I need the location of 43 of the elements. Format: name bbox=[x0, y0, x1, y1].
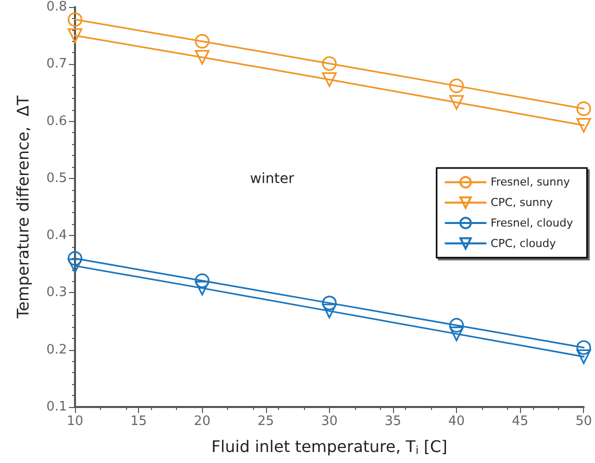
x-tick-label: 20 bbox=[194, 414, 210, 429]
x-tick-label: 45 bbox=[512, 414, 528, 429]
y-tick-label: 0.3 bbox=[46, 285, 67, 300]
legend-label: CPC, cloudy bbox=[490, 236, 556, 250]
x-tick-label: 10 bbox=[66, 414, 84, 429]
point bbox=[449, 326, 464, 342]
y-tick-label: 0.4 bbox=[46, 228, 67, 244]
point bbox=[194, 34, 210, 49]
y-tick-label: 0.7 bbox=[46, 56, 67, 72]
point bbox=[576, 340, 592, 355]
y-tick-label: 0.8 bbox=[46, 0, 67, 14]
point bbox=[322, 56, 337, 71]
x-tick-label: 25 bbox=[258, 414, 274, 429]
y-tick-label: 0.5 bbox=[46, 170, 67, 186]
point bbox=[68, 251, 82, 266]
point bbox=[449, 78, 464, 94]
point bbox=[322, 72, 337, 87]
point bbox=[576, 118, 592, 133]
point bbox=[68, 28, 82, 43]
x-tick-label: 15 bbox=[130, 414, 147, 429]
y-tick-label: 0.1 bbox=[46, 400, 67, 414]
annotation: winter bbox=[250, 171, 294, 187]
y-tick-label: 0.6 bbox=[46, 114, 67, 129]
point bbox=[194, 273, 210, 288]
point bbox=[576, 349, 592, 364]
x-tick-label: 35 bbox=[384, 414, 402, 429]
y-tick-label: 0.2 bbox=[46, 342, 67, 358]
legend-label: Fresnel, sunny bbox=[490, 176, 570, 189]
legend-label: CPC, sunny bbox=[490, 196, 554, 210]
point bbox=[194, 50, 210, 65]
x-tick-label: 30 bbox=[321, 414, 338, 429]
x-tick-label: 40 bbox=[448, 414, 465, 429]
point bbox=[576, 101, 592, 116]
point bbox=[449, 95, 464, 110]
point bbox=[449, 318, 464, 333]
point bbox=[322, 304, 337, 318]
point bbox=[194, 280, 210, 296]
legend-label: Fresnel, cloudy bbox=[490, 216, 574, 230]
y-axis-title: Temperature difference, ΔT bbox=[14, 95, 32, 320]
point bbox=[68, 12, 82, 27]
point bbox=[68, 258, 82, 274]
x-tick-label: 50 bbox=[575, 414, 592, 429]
point bbox=[322, 296, 337, 310]
